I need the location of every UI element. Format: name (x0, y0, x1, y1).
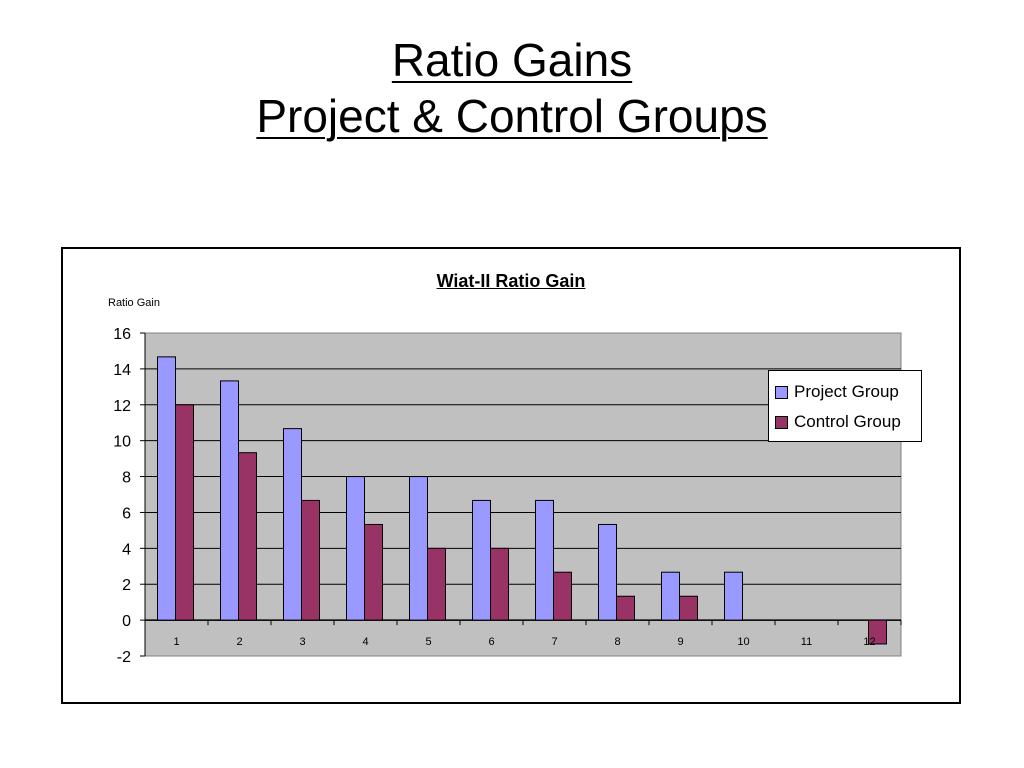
y-tick-label: 16 (113, 326, 131, 343)
x-tick-label: 4 (362, 636, 368, 648)
bar-control-group (868, 619, 887, 645)
y-tick-label: 2 (122, 577, 131, 594)
bar-control-group (175, 404, 194, 621)
bar-project-group (661, 571, 680, 621)
bar-control-group (301, 499, 320, 621)
legend-item-control: Control Group (775, 407, 915, 437)
bar-control-group (679, 595, 698, 621)
x-tick-label: 7 (551, 636, 557, 648)
x-tick-label: 10 (737, 636, 749, 648)
legend-item-project: Project Group (775, 377, 915, 407)
x-tick-label: 9 (677, 636, 683, 648)
slide-title-line-2: Project & Control Groups (0, 88, 1024, 144)
bar-project-group (283, 428, 302, 621)
y-tick-label: 14 (113, 362, 131, 379)
bar-project-group (346, 476, 365, 621)
slide-title-text-2: Project & Control Groups (256, 90, 768, 142)
slide-title: Ratio Gains Project & Control Groups (0, 32, 1024, 144)
bar-project-group (409, 476, 428, 621)
bar-project-group (598, 523, 617, 621)
bar-project-group (220, 380, 239, 621)
chart-title-text: Wiat-II Ratio Gain (436, 271, 586, 291)
legend-label-control: Control Group (794, 412, 901, 431)
slide-title-line-1: Ratio Gains (0, 32, 1024, 88)
x-tick-label: 6 (488, 636, 494, 648)
y-tick-label: 8 (122, 470, 131, 487)
y-tick-label: -2 (117, 649, 131, 666)
chart-legend: Project Group Control Group (768, 370, 922, 442)
x-tick-label: 3 (299, 636, 305, 648)
bar-project-group (157, 356, 176, 621)
bar-control-group (427, 547, 446, 621)
legend-label-project: Project Group (794, 382, 899, 401)
bar-project-group (535, 499, 554, 621)
bar-control-group (490, 547, 509, 621)
x-tick-label: 2 (236, 636, 242, 648)
bar-control-group (553, 571, 572, 621)
x-tick-label: 1 (173, 636, 179, 648)
y-axis-title: Ratio Gain (108, 297, 160, 309)
bar-control-group (364, 523, 383, 621)
chart-frame: Wiat-II Ratio Gain Ratio Gain -2 0 2 4 6 8 10 1… (61, 247, 961, 704)
y-tick-label: 0 (122, 613, 131, 630)
y-tick-label: 6 (122, 505, 131, 522)
y-tick-label: 10 (113, 434, 131, 451)
bar-control-group (616, 595, 635, 621)
y-tick-label: 4 (122, 541, 131, 558)
chart-title: Wiat-II Ratio Gain (63, 271, 959, 292)
x-tick-label: 8 (614, 636, 620, 648)
x-tick-label: 12 (863, 636, 875, 648)
bar-control-group (238, 452, 257, 621)
legend-swatch-control (775, 415, 788, 429)
y-tick-label: 12 (113, 398, 131, 415)
x-tick-label: 5 (425, 636, 431, 648)
bar-project-group (472, 499, 491, 621)
x-tick-label: 11 (801, 636, 812, 648)
bar-project-group (724, 571, 743, 621)
legend-swatch-project (775, 385, 788, 399)
slide-title-text-1: Ratio Gains (391, 34, 633, 86)
